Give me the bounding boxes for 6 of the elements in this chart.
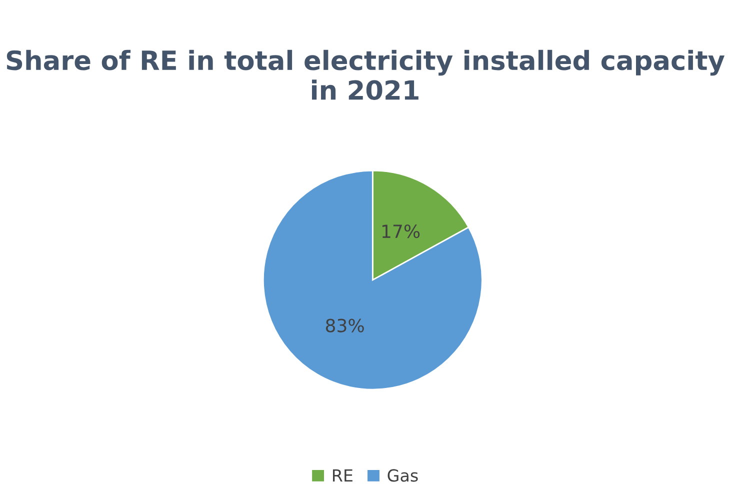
legend-label: RE [333, 469, 352, 482]
pie-slice [262, 170, 483, 390]
legend-label: Gas [388, 469, 418, 482]
chart-title: Share of RE in total electricity installed capacity in 2021 [6, 50, 725, 100]
data-label: 83% [326, 318, 364, 332]
data-label: 17% [382, 224, 420, 238]
